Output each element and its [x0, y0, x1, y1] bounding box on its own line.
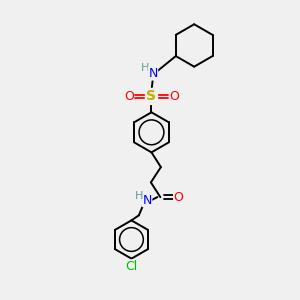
- Text: H: H: [135, 190, 143, 201]
- Text: N: N: [142, 194, 152, 207]
- Text: Cl: Cl: [125, 260, 138, 273]
- Text: O: O: [174, 190, 184, 204]
- Text: O: O: [124, 90, 134, 103]
- Text: O: O: [169, 90, 179, 103]
- Text: H: H: [140, 63, 149, 73]
- Text: S: S: [146, 89, 157, 103]
- Text: N: N: [148, 67, 158, 80]
